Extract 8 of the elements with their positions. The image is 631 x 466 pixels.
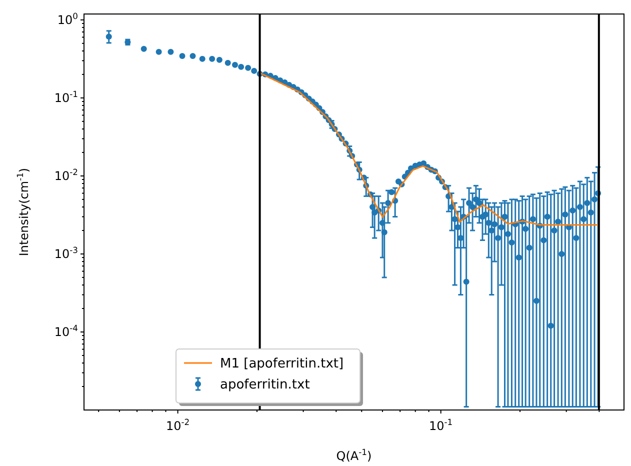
y-tick-label: 10$^{0}$ xyxy=(57,10,78,27)
x-axis-title: Q(A$^{-1}$) xyxy=(336,447,372,463)
y-tick-label: 10$^{-2}$ xyxy=(54,166,78,183)
y-tick-label: 10$^{-4}$ xyxy=(54,322,78,339)
legend-label: M1 [apoferritin.txt] xyxy=(220,356,344,372)
legend-label: apoferritin.txt xyxy=(220,378,310,392)
y-tick-label: 10$^{-3}$ xyxy=(54,244,78,261)
y-tick-label: 10$^{-1}$ xyxy=(54,88,78,105)
